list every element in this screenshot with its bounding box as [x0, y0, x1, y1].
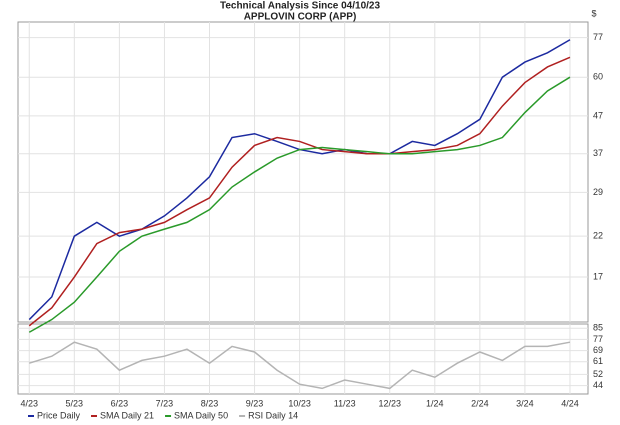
legend-label: SMA Daily 21 [100, 410, 154, 420]
legend-label: SMA Daily 50 [174, 410, 228, 420]
x-tick-label: 11/23 [334, 398, 356, 408]
series-line [28, 76, 571, 333]
x-tick-label: 8/23 [201, 398, 219, 408]
y-tick-label: 17 [593, 271, 603, 281]
main-frame [17, 21, 589, 323]
y-tick-label: 77 [593, 32, 603, 42]
y-axis-label: $ [591, 8, 596, 18]
y-tick-label: 22 [593, 231, 603, 241]
x-tick-label: 3/24 [516, 398, 534, 408]
chart-subtitle: APPLOVIN CORP (APP) [244, 12, 357, 23]
y-tick-label: 47 [593, 110, 603, 120]
legend-label: Price Daily [37, 410, 81, 420]
rsi-frame [17, 323, 589, 395]
y2-tick-label: 85 [593, 323, 603, 333]
y2-tick-label: 52 [593, 369, 603, 379]
y-tick-label: 29 [593, 187, 603, 197]
x-tick-label: 7/23 [156, 398, 174, 408]
legend-label: RSI Daily 14 [248, 410, 298, 420]
x-tick-label: 6/23 [111, 398, 129, 408]
y2-tick-label: 61 [593, 356, 603, 366]
x-tick-label: 1/24 [426, 398, 444, 408]
x-tick-label: 4/23 [20, 398, 38, 408]
x-tick-label: 9/23 [246, 398, 264, 408]
x-tick-label: 5/23 [66, 398, 84, 408]
y-tick-label: 60 [593, 72, 603, 82]
x-tick-label: 4/24 [561, 398, 579, 408]
x-tick-label: 12/23 [378, 398, 401, 408]
y2-tick-label: 77 [593, 334, 603, 344]
x-tick-label: 2/24 [471, 398, 489, 408]
series-line [28, 56, 571, 327]
series-line [29, 341, 571, 390]
y2-tick-label: 44 [593, 380, 603, 390]
y-tick-label: 37 [593, 148, 603, 158]
chart-title: Technical Analysis Since 04/10/23 [220, 1, 381, 12]
x-tick-label: 10/23 [288, 398, 311, 408]
y2-tick-label: 69 [593, 345, 603, 355]
